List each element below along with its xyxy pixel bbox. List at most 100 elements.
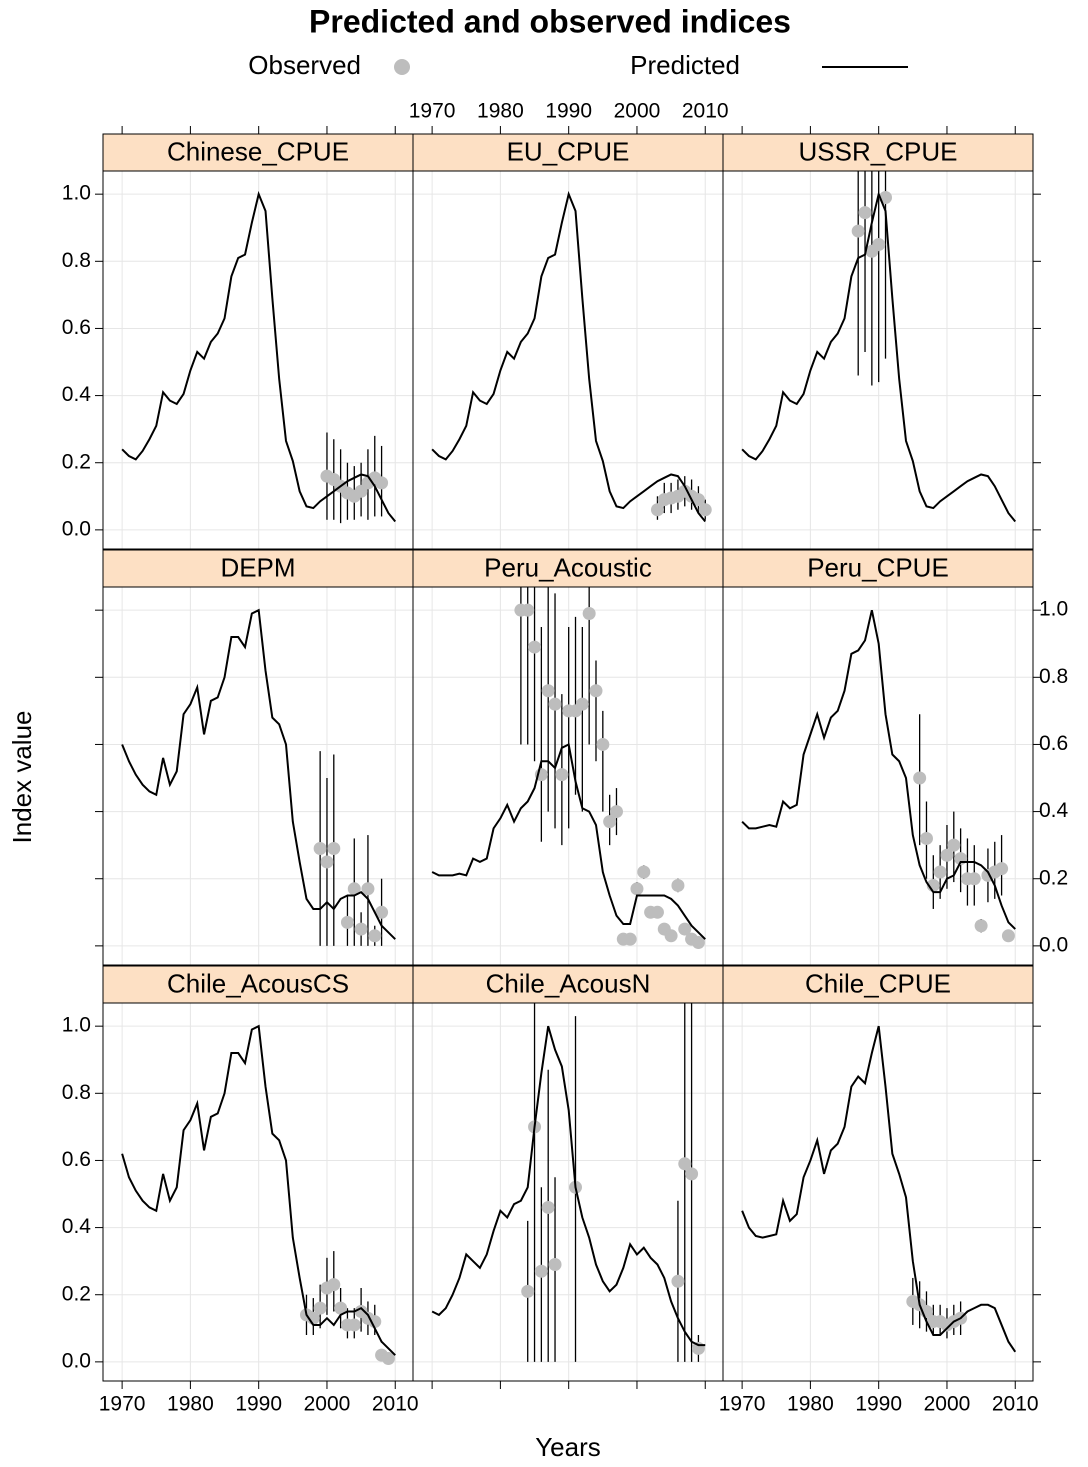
observed-point <box>368 1315 382 1329</box>
observed-point <box>534 1264 548 1278</box>
observed-point <box>1001 929 1015 943</box>
strip <box>722 133 1034 172</box>
x-tick-label: 1980 <box>787 1393 834 1416</box>
predicted-line <box>741 190 1017 523</box>
observed-point <box>691 493 705 507</box>
x-tick-label: 2010 <box>992 1393 1039 1416</box>
observed-point <box>375 905 389 919</box>
strip-label: Chinese_CPUE <box>167 136 349 166</box>
y-tick-label: 0.6 <box>1039 732 1068 755</box>
y-tick-label: 0.4 <box>62 1215 92 1238</box>
observed-point <box>528 640 542 654</box>
panel-border <box>102 586 414 966</box>
observed-point <box>678 1157 692 1171</box>
strip <box>722 549 1034 588</box>
x-tick-label: 1980 <box>167 1393 214 1416</box>
panel: EU_CPUE 1970 1980 1990 2000 2010 <box>409 100 729 550</box>
observed-point <box>381 1352 395 1366</box>
strip-label: Peru_Acoustic <box>484 552 652 582</box>
y-tick-label: 0.0 <box>1039 933 1068 956</box>
y-tick-label: 0.2 <box>62 450 91 473</box>
observed-point <box>368 929 382 943</box>
observed-point <box>933 865 947 879</box>
observed-point <box>603 815 617 829</box>
x-axis-label: Years <box>535 1432 601 1462</box>
observed-point <box>313 1301 327 1315</box>
strip <box>412 965 724 1004</box>
y-tick-label: 0.8 <box>62 249 91 272</box>
observed-point <box>913 771 927 785</box>
observed-point <box>354 922 368 936</box>
chart-title: Predicted and observed indices <box>309 3 791 39</box>
x-tick-label: 2000 <box>924 1393 971 1416</box>
observed-point <box>327 842 341 856</box>
predicted-line <box>741 609 1016 930</box>
observed-point <box>596 737 610 751</box>
observed-point <box>521 1284 535 1298</box>
panel: Peru_CPUE 0.0 0.2 0.4 0.6 0.8 1.0 <box>722 549 1069 966</box>
observed-point <box>650 503 664 517</box>
observed-point <box>320 855 334 869</box>
panel: DEPM <box>95 549 414 966</box>
observed-point <box>685 1167 699 1181</box>
x-tick-label: 1970 <box>99 1393 146 1416</box>
panel-border <box>722 586 1034 966</box>
y-tick-label: 0.2 <box>1039 866 1068 889</box>
x-tick-label: 1990 <box>855 1393 902 1416</box>
panel: Peru_Acoustic <box>412 549 724 966</box>
strip-label: EU_CPUE <box>507 136 630 166</box>
observed-point <box>327 1278 341 1292</box>
observed <box>650 476 712 520</box>
observed-point <box>698 503 712 517</box>
observed-point <box>548 697 562 711</box>
y-tick-label: 0.6 <box>62 1148 91 1171</box>
observed <box>851 171 893 386</box>
panel-border <box>722 170 1034 550</box>
observed-point <box>521 603 535 617</box>
observed-point <box>637 865 651 879</box>
strip <box>102 549 414 588</box>
observed-point <box>589 684 603 698</box>
observed-point <box>650 905 664 919</box>
observed-point <box>940 848 954 862</box>
predicted-line <box>431 190 707 523</box>
observed-point <box>361 882 375 896</box>
observed-point <box>851 224 865 238</box>
predicted-line <box>121 608 396 940</box>
observed-point <box>995 862 1009 876</box>
observed <box>906 1277 968 1339</box>
x-tick-label: 1970 <box>409 100 456 123</box>
observed-point <box>691 936 705 950</box>
y-tick-label: 0.2 <box>62 1282 91 1305</box>
predicted-line <box>431 742 706 940</box>
y-tick-label: 0.0 <box>62 517 91 540</box>
predicted-line <box>431 1025 706 1347</box>
strip-label: DEPM <box>220 552 295 582</box>
x-tick-label: 1980 <box>477 100 524 123</box>
y-tick-label: 0.6 <box>62 316 91 339</box>
observed-point <box>347 882 361 896</box>
y-tick-label: 0.8 <box>62 1081 91 1104</box>
x-tick-label: 1990 <box>545 100 592 123</box>
observed-point <box>555 768 569 782</box>
panel: Chile_AcousN <box>412 965 724 1389</box>
observed-point <box>623 932 637 946</box>
observed <box>313 751 389 946</box>
observed-point <box>334 1301 348 1315</box>
x-tick-label: 2010 <box>682 100 729 123</box>
x-tick-label: 2010 <box>372 1393 419 1416</box>
strip-label: Chile_AcousN <box>486 968 651 998</box>
observed-point <box>340 915 354 929</box>
predicted-line <box>121 190 397 523</box>
observed <box>514 587 705 950</box>
observed-point <box>347 1318 361 1332</box>
x-tick-label: 2000 <box>614 100 661 123</box>
panel: Chile_CPUE 1970 1980 1990 2000 2010 <box>719 965 1041 1416</box>
legend-label: Predicted <box>630 50 740 80</box>
strip-label: USSR_CPUE <box>799 136 958 166</box>
y-tick-label: 1.0 <box>62 1014 91 1037</box>
observed-point <box>548 1258 562 1272</box>
observed-point <box>858 206 872 220</box>
y-tick-label: 1.0 <box>1039 598 1068 621</box>
